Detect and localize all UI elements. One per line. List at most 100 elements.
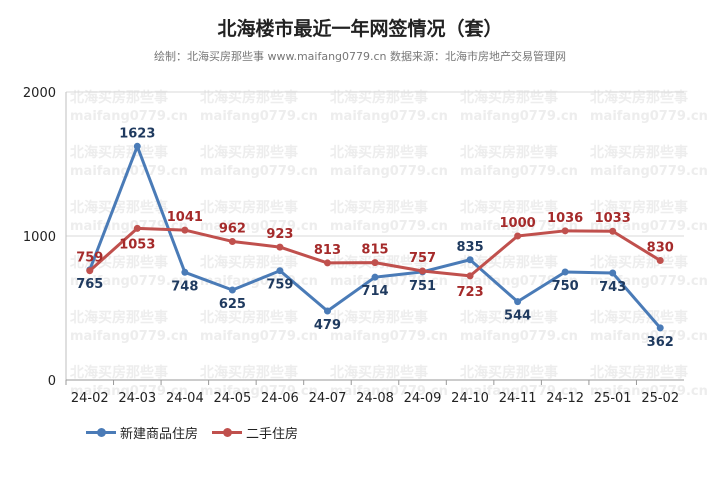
watermark-text: 北海买房那些事: [330, 144, 428, 161]
x-tick-label: 24-08: [356, 391, 394, 406]
data-point-second: [133, 224, 141, 232]
chart-subtitle: 绘制：北海买房那些事 www.maifang0779.cn 数据来源：北海市房地…: [153, 50, 567, 63]
data-label-second: 962: [219, 221, 246, 236]
watermark-text: maifang0779.cn: [590, 164, 708, 179]
watermark-text: maifang0779.cn: [200, 219, 318, 234]
data-label-new: 748: [171, 279, 198, 294]
watermark-text: 北海买房那些事: [460, 89, 558, 106]
watermark-text: 北海买房那些事: [590, 144, 688, 161]
data-point-second: [323, 259, 331, 267]
watermark-text: maifang0779.cn: [70, 109, 188, 124]
watermark-text: maifang0779.cn: [460, 164, 578, 179]
data-label-second: 923: [266, 227, 293, 242]
data-label-second: 1053: [119, 237, 155, 252]
data-label-second: 1000: [500, 216, 536, 231]
data-label-second: 1036: [547, 211, 583, 226]
data-point-new: [228, 286, 236, 294]
data-label-second: 815: [361, 243, 388, 258]
watermark-text: maifang0779.cn: [460, 384, 578, 399]
data-label-new: 835: [457, 240, 484, 255]
data-label-new: 714: [361, 284, 388, 299]
data-point-new: [466, 256, 474, 264]
watermark-text: 北海买房那些事: [200, 364, 298, 381]
watermark-text: maifang0779.cn: [330, 164, 448, 179]
data-label-second: 723: [457, 285, 484, 300]
watermark-text: 北海买房那些事: [70, 144, 168, 161]
data-point-second: [466, 272, 474, 280]
data-point-second: [181, 226, 189, 234]
watermark-text: 北海买房那些事: [330, 89, 428, 106]
watermark-text: maifang0779.cn: [330, 274, 448, 289]
watermark-text: 北海买房那些事: [200, 199, 298, 216]
x-tick-label: 24-07: [309, 391, 347, 406]
watermark-text: 北海买房那些事: [200, 144, 298, 161]
x-tick-label: 24-10: [451, 391, 489, 406]
watermark-text: maifang0779.cn: [70, 384, 188, 399]
watermark-text: maifang0779.cn: [200, 384, 318, 399]
watermark-text: maifang0779.cn: [70, 329, 188, 344]
data-label-second: 813: [314, 243, 341, 258]
watermark-text: 北海买房那些事: [590, 254, 688, 271]
watermark-text: maifang0779.cn: [330, 219, 448, 234]
legend-label-new: 新建商品住房: [120, 426, 199, 442]
data-point-second: [514, 232, 522, 240]
x-tick-label: 24-11: [499, 391, 537, 406]
series: [86, 142, 664, 332]
data-label-new: 750: [552, 279, 579, 294]
data-point-new: [276, 267, 284, 275]
watermark-text: maifang0779.cn: [460, 219, 578, 234]
watermark-text: maifang0779.cn: [590, 219, 708, 234]
legend-item-new[interactable]: 新建商品住房: [86, 422, 198, 442]
watermark-text: 北海买房那些事: [70, 89, 168, 106]
legend-marker-new: [86, 427, 116, 437]
watermark-text: maifang0779.cn: [460, 329, 578, 344]
watermark-text: 北海买房那些事: [200, 254, 298, 271]
axes: 0 1000 2000 24-02 24-03 24-04 24-05 24-06 24-07 2…: [23, 86, 684, 406]
watermark-text: maifang0779.cn: [330, 329, 448, 344]
data-point-second: [609, 227, 617, 235]
data-label-second: 759: [76, 251, 103, 266]
watermark-text: 北海买房那些事: [460, 144, 558, 161]
data-label-new: 743: [599, 280, 626, 295]
legend-item-second[interactable]: 二手住房: [212, 422, 298, 442]
watermark-text: maifang0779.cn: [330, 384, 448, 399]
x-tick-label: 24-06: [261, 391, 299, 406]
watermark-text: 北海买房那些事: [460, 309, 558, 326]
x-tick-label: 24-04: [166, 391, 204, 406]
x-tick-label: 25-02: [641, 391, 679, 406]
watermark-text: maifang0779.cn: [590, 109, 708, 124]
data-point-new: [133, 142, 141, 150]
data-label-second: 757: [409, 251, 436, 266]
legend-marker-second: [212, 427, 242, 437]
data-point-new: [371, 273, 379, 281]
watermark-text: maifang0779.cn: [590, 384, 708, 399]
chart-title: 北海楼市最近一年网签情况（套）: [217, 18, 503, 40]
watermark-text: 北海买房那些事: [590, 89, 688, 106]
data-label-new: 1623: [119, 126, 155, 141]
data-point-new: [323, 307, 331, 315]
watermark-text: 北海买房那些事: [200, 309, 298, 326]
x-tick-label: 24-09: [404, 391, 442, 406]
data-labels: 765 1623 748 625 759 479 714 751 835 544 750 743 362…: [76, 126, 674, 350]
watermark-text: maifang0779.cn: [200, 164, 318, 179]
watermark-text: maifang0779.cn: [590, 274, 708, 289]
watermark-text: maifang0779.cn: [460, 109, 578, 124]
data-point-new: [514, 298, 522, 306]
data-label-second: 1041: [167, 210, 203, 225]
watermark-text: 北海买房那些事: [590, 364, 688, 381]
x-tick-label: 24-12: [546, 391, 584, 406]
x-tick-label: 24-02: [71, 391, 109, 406]
watermark-text: maifang0779.cn: [200, 329, 318, 344]
watermark-text: 北海买房那些事: [330, 309, 428, 326]
legend-label-second: 二手住房: [246, 426, 299, 442]
data-label-new: 479: [314, 318, 341, 333]
y-tick-label: 0: [48, 374, 56, 389]
watermark-text: 北海买房那些事: [330, 364, 428, 381]
watermark: 北海买房那些事 maifang0779.cn 北海买房那些事 maifang0779.…: [70, 89, 708, 399]
data-point-second: [228, 237, 236, 245]
watermark-text: 北海买房那些事: [460, 254, 558, 271]
watermark-text: 北海买房那些事: [590, 199, 688, 216]
data-point-new: [181, 268, 189, 276]
watermark-text: maifang0779.cn: [200, 109, 318, 124]
